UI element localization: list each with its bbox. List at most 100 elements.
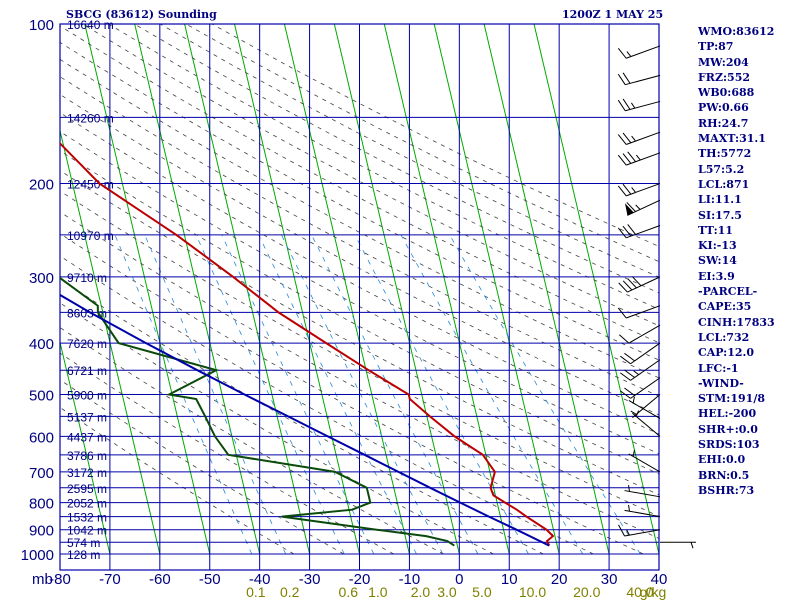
height-label: 4437 m bbox=[67, 430, 107, 444]
height-label: 6721 m bbox=[67, 364, 107, 378]
index-item: TP:87 bbox=[698, 40, 734, 54]
temperature-profile-line bbox=[60, 141, 555, 547]
wind-barb-half-flag bbox=[632, 396, 635, 404]
height-label: 1042 m bbox=[67, 524, 107, 538]
index-item: BRN:0.5 bbox=[698, 468, 750, 482]
mixing-ratio-label: 3.0 bbox=[437, 584, 457, 600]
index-item: HEL:-200 bbox=[698, 407, 757, 421]
pressure-unit-label: mb bbox=[32, 571, 53, 588]
wind-barb-staff bbox=[630, 377, 661, 399]
wind-barb-staff bbox=[630, 342, 661, 365]
isotherm-line bbox=[433, 24, 560, 555]
mixing-ratio-unit: g/kg bbox=[640, 584, 666, 600]
temperature-tick-label: 10 bbox=[501, 571, 518, 588]
sounding-profiles bbox=[60, 141, 555, 547]
height-label: 5900 m bbox=[67, 388, 107, 402]
wind-barb-flag bbox=[617, 73, 626, 85]
mixing-ratio-line bbox=[281, 234, 444, 555]
height-label: 7620 m bbox=[67, 337, 107, 351]
mixing-ratio-line bbox=[311, 234, 479, 555]
wind-barb-flag bbox=[622, 72, 631, 84]
pressure-tick-label: 800 bbox=[29, 496, 54, 513]
wind-barb bbox=[624, 485, 661, 498]
wind-barb bbox=[628, 450, 661, 473]
wind-barb-flag bbox=[620, 372, 631, 381]
wind-barb-flag bbox=[622, 132, 632, 144]
index-item: STM:191/8 bbox=[698, 392, 765, 406]
wind-barb-flag bbox=[617, 99, 626, 112]
height-label: 2052 m bbox=[67, 497, 107, 511]
wind-barb-half-flag bbox=[630, 102, 636, 109]
mixing-ratio-lines bbox=[114, 234, 641, 555]
height-label: 574 m bbox=[67, 536, 100, 550]
wind-barb-staff bbox=[626, 131, 661, 145]
mixing-ratio-label: 40.0 bbox=[626, 584, 653, 600]
index-item: TT:11 bbox=[698, 223, 733, 237]
index-item: SHR+:0.0 bbox=[698, 422, 758, 436]
wind-barb-flag bbox=[618, 282, 628, 293]
wind-barb-flag bbox=[624, 387, 635, 396]
mixing-ratio-label: 2.0 bbox=[411, 584, 431, 600]
plot-frame bbox=[59, 23, 660, 571]
parcel-profile-line bbox=[60, 293, 550, 547]
height-label: 128 m bbox=[67, 548, 100, 562]
mixing-ratio-label: 0.2 bbox=[280, 584, 300, 600]
wind-barb-half-flag bbox=[631, 187, 636, 193]
wind-barb bbox=[630, 394, 661, 418]
wind-barb-staff bbox=[625, 74, 661, 86]
wind-barb-flag bbox=[624, 352, 635, 362]
wind-barb-flag bbox=[631, 276, 642, 287]
wind-barb bbox=[618, 524, 661, 537]
pressure-temperature-grid bbox=[59, 23, 660, 571]
index-item: CINH:17833 bbox=[698, 315, 775, 329]
temperature-tick-label: -70 bbox=[99, 571, 121, 588]
mixing-ratio-label: 10.0 bbox=[519, 584, 546, 600]
index-item: FRZ:552 bbox=[698, 70, 751, 84]
isotherm-line bbox=[234, 24, 360, 555]
isotherm-line bbox=[283, 24, 410, 555]
wind-barb-staff bbox=[626, 305, 661, 319]
index-item: CAPE:35 bbox=[698, 300, 752, 314]
index-item: WMO:83612 bbox=[698, 25, 775, 38]
wind-barb-flag bbox=[617, 307, 627, 319]
wind-barb-flag bbox=[622, 183, 632, 195]
station-title: SBCG (83612) Sounding bbox=[66, 8, 217, 21]
wind-barb-flag bbox=[620, 390, 631, 399]
wind-barb-staff bbox=[627, 199, 661, 216]
pressure-tick-label: 600 bbox=[29, 429, 54, 446]
wind-barb-flag bbox=[622, 153, 632, 164]
wind-barb-staff bbox=[624, 509, 661, 518]
index-item: -WIND- bbox=[698, 376, 744, 390]
wind-barb-half-flag bbox=[635, 410, 640, 417]
dry-adiabat-line bbox=[60, 131, 659, 455]
wind-barb bbox=[624, 504, 661, 518]
index-item: LCL:871 bbox=[698, 177, 750, 191]
isotherm-line bbox=[60, 128, 161, 555]
index-item: SW:14 bbox=[698, 254, 737, 268]
wind-barb-flag bbox=[627, 278, 637, 289]
dry-adiabat-line bbox=[60, 93, 659, 416]
wind-barb-staff bbox=[627, 276, 661, 293]
height-label: 3786 m bbox=[67, 449, 107, 463]
wind-barb-flag bbox=[617, 185, 627, 197]
temperature-tick-label: 30 bbox=[601, 571, 618, 588]
wind-barb-flag bbox=[617, 48, 627, 59]
wind-barb-staff bbox=[628, 324, 661, 344]
index-item: LCL:732 bbox=[698, 330, 750, 344]
index-item: -PARCEL- bbox=[698, 285, 758, 299]
temperature-tick-label: 0 bbox=[455, 571, 463, 588]
height-label: 9710 m bbox=[67, 271, 107, 285]
isotherm-line bbox=[84, 24, 211, 555]
index-item: LFC:-1 bbox=[698, 361, 739, 375]
temperature-tick-label: -80 bbox=[49, 571, 71, 588]
wind-barb bbox=[620, 342, 661, 365]
isotherm-line bbox=[383, 24, 510, 555]
wind-barb bbox=[617, 72, 661, 86]
temperature-tick-label: -20 bbox=[349, 571, 371, 588]
stability-indices-panel: WMO:83612 TP:87 MW:204 FRZ:552 WB0:688 PW:0.6… bbox=[698, 24, 775, 498]
skewed-isotherms bbox=[60, 24, 659, 555]
wind-barb-half-flag bbox=[690, 542, 694, 549]
wind-barb-staff bbox=[628, 453, 661, 473]
index-item: SRDS:103 bbox=[698, 438, 760, 452]
